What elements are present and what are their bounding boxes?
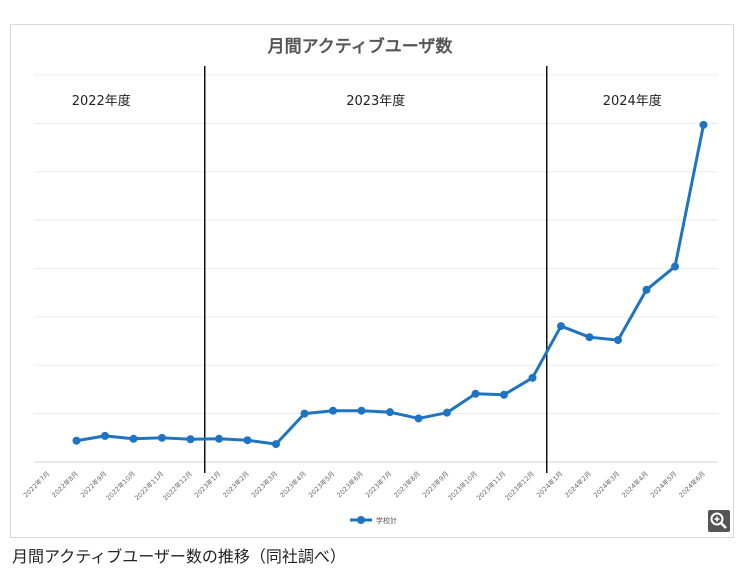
- x-tick-label: 2023年7月: [363, 469, 393, 499]
- period-label: 2024年度: [603, 93, 662, 109]
- legend-label: 学校計: [376, 516, 397, 525]
- data-point: [243, 436, 252, 445]
- chart-title: 月間アクティブユーザ数: [267, 36, 454, 57]
- x-tick-label: 2023年2月: [221, 469, 251, 499]
- x-tick-label: 2023年4月: [278, 469, 308, 499]
- series-line: [76, 124, 705, 446]
- data-point: [443, 408, 451, 417]
- data-point: [585, 333, 594, 342]
- x-tick-label: 2023年10月: [446, 469, 479, 502]
- data-point: [72, 436, 81, 445]
- data-point: [386, 408, 394, 417]
- x-tick-label: 2024年5月: [648, 469, 678, 499]
- x-tick-label: 2023年5月: [306, 469, 336, 499]
- x-tick-label: 2024年1月: [534, 469, 564, 499]
- x-tick-label: 2024年6月: [677, 469, 707, 499]
- x-tick-label: 2024年2月: [563, 469, 593, 499]
- legend-marker: [357, 516, 365, 524]
- data-point: [557, 322, 565, 331]
- x-tick-label: 2022年9月: [78, 469, 108, 499]
- x-tick-label: 2023年12月: [503, 469, 536, 502]
- x-tick-label: 2024年3月: [591, 469, 621, 499]
- period-label: 2023年度: [346, 93, 405, 109]
- data-point: [528, 373, 537, 382]
- zoom-in-icon[interactable]: [708, 510, 730, 532]
- data-point: [272, 440, 280, 449]
- data-point: [671, 262, 679, 271]
- x-tick-label: 2023年11月: [474, 469, 507, 502]
- x-tick-label: 2022年7月: [21, 469, 51, 499]
- x-tick-label: 2024年4月: [620, 469, 650, 499]
- data-point: [642, 285, 651, 294]
- figure-caption: 月間アクティブユーザー数の推移（同社調べ）: [12, 547, 346, 566]
- x-tick-label: 2022年12月: [161, 469, 194, 502]
- x-tick-label: 2022年8月: [50, 469, 80, 499]
- data-point: [500, 390, 508, 399]
- data-point: [699, 120, 708, 129]
- chart-frame: [10, 24, 734, 538]
- data-point: [357, 406, 366, 415]
- data-point: [129, 434, 138, 443]
- x-tick-label: 2023年9月: [420, 469, 450, 499]
- data-point: [414, 414, 423, 423]
- data-point: [101, 431, 109, 440]
- x-tick-label: 2023年6月: [335, 469, 365, 499]
- data-point: [300, 409, 309, 418]
- x-tick-label: 2023年3月: [249, 469, 279, 499]
- data-point: [186, 435, 195, 444]
- x-tick-label: 2023年1月: [192, 469, 222, 499]
- data-point: [614, 336, 622, 345]
- x-tick-label: 2022年10月: [104, 469, 137, 502]
- data-point: [215, 434, 223, 443]
- data-point: [329, 406, 337, 415]
- data-point: [158, 433, 166, 442]
- x-tick-label: 2022年11月: [132, 469, 165, 502]
- data-point: [471, 389, 480, 398]
- period-label: 2022年度: [72, 93, 131, 109]
- x-tick-label: 2023年8月: [392, 469, 422, 499]
